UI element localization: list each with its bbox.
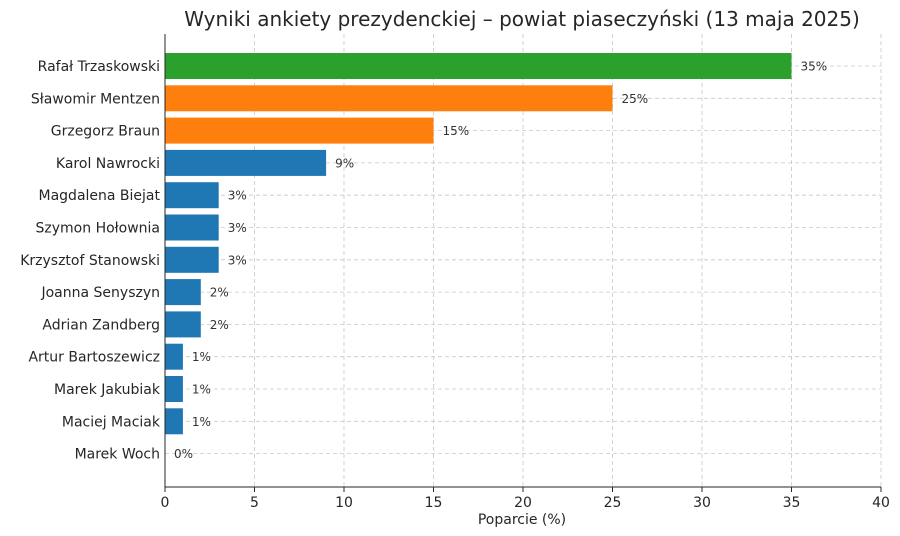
data-label: 9% xyxy=(335,156,354,170)
bar xyxy=(165,246,219,273)
x-tick-label: 0 xyxy=(161,495,170,511)
chart-title: Wyniki ankiety prezydenckiej – powiat pi… xyxy=(184,7,860,31)
y-tick-label: Marek Woch xyxy=(75,447,160,463)
x-tick-label: 5 xyxy=(250,495,259,511)
data-label: 3% xyxy=(228,221,247,235)
y-tick-label: Marek Jakubiak xyxy=(54,382,161,398)
x-tick-labels: 0 5 10 15 20 25 30 35 40 xyxy=(161,495,890,511)
y-tick-label: Artur Bartoszewicz xyxy=(28,350,160,366)
y-tick-label: Szymon Hołownia xyxy=(36,221,160,237)
y-tick-label: Maciej Maciak xyxy=(62,414,161,430)
data-label: 25% xyxy=(622,92,649,106)
bar xyxy=(165,376,183,402)
data-label: 1% xyxy=(192,350,211,364)
data-label: 3% xyxy=(228,189,247,203)
bar xyxy=(165,408,183,435)
y-tick-label: Karol Nawrocki xyxy=(56,156,160,172)
y-tick-label: Adrian Zandberg xyxy=(42,317,160,333)
x-tick-label: 20 xyxy=(514,495,532,511)
x-axis-label: Poparcie (%) xyxy=(478,512,566,528)
data-label: 3% xyxy=(228,253,247,267)
data-label: 2% xyxy=(210,286,229,300)
x-tick-label: 25 xyxy=(604,495,622,511)
bar xyxy=(165,117,434,144)
data-label: 15% xyxy=(443,124,470,138)
y-tick-label: Grzegorz Braun xyxy=(51,124,160,140)
bar xyxy=(165,214,219,241)
bar xyxy=(165,182,219,209)
y-tick-label: Krzysztof Stanowski xyxy=(20,253,160,269)
bar xyxy=(165,149,327,176)
x-tick-label: 15 xyxy=(425,495,443,511)
bars xyxy=(165,53,792,435)
data-label: 0% xyxy=(174,447,193,461)
y-tick-label: Rafał Trzaskowski xyxy=(38,59,160,75)
data-labels: 35% 25% 15% 9% 3% 3% 3% 2% 2% 1% 1% 1% 0% xyxy=(174,60,827,462)
data-label: 35% xyxy=(801,60,828,74)
bar xyxy=(165,343,183,370)
bar xyxy=(165,53,792,79)
bar xyxy=(165,311,201,338)
bar xyxy=(165,85,613,112)
y-tick-label: Joanna Senyszyn xyxy=(40,285,160,301)
x-tick-label: 40 xyxy=(872,495,890,511)
x-tick-label: 35 xyxy=(783,495,801,511)
x-tick-label: 10 xyxy=(335,495,353,511)
data-label: 1% xyxy=(192,415,211,429)
y-tick-labels: Rafał Trzaskowski Sławomir Mentzen Grzegor… xyxy=(20,59,161,463)
data-label: 2% xyxy=(210,318,229,332)
data-label: 1% xyxy=(192,383,211,397)
x-tick-label: 30 xyxy=(693,495,711,511)
y-tick-label: Magdalena Biejat xyxy=(39,188,161,204)
axes xyxy=(164,34,882,492)
bar xyxy=(165,279,201,306)
y-tick-label: Sławomir Mentzen xyxy=(31,91,160,107)
